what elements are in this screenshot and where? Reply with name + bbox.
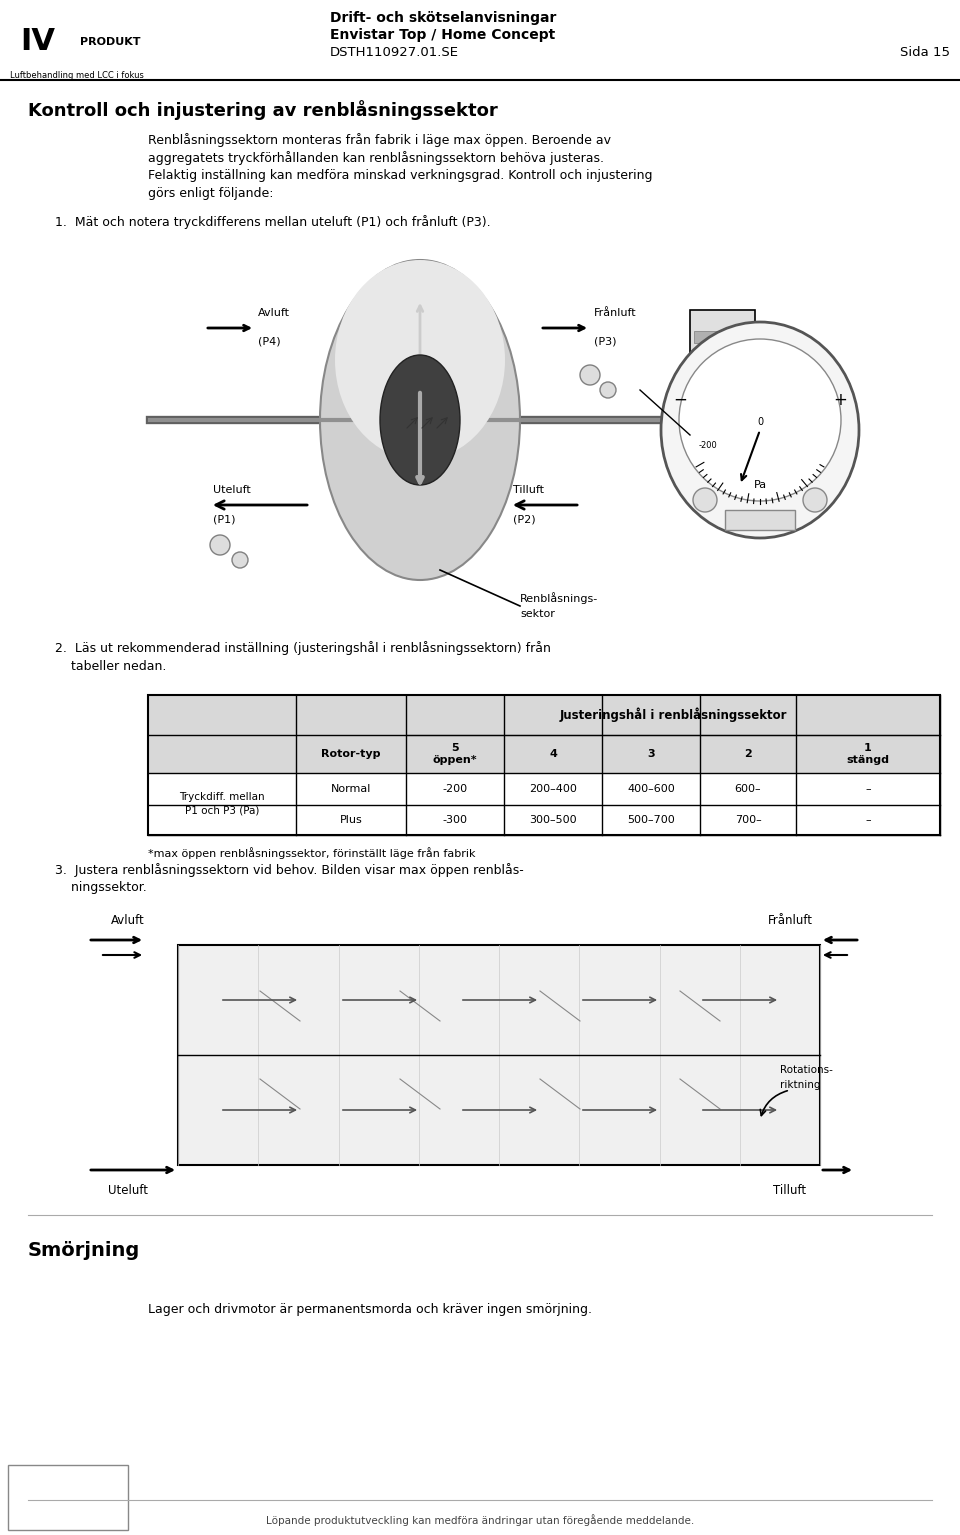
Text: spjäll: spjäll	[700, 471, 729, 480]
Text: Kontroll och injustering av renblåsningssektor: Kontroll och injustering av renblåsnings…	[28, 100, 497, 120]
Text: −: −	[673, 391, 687, 408]
Text: DSTH110927.01.SE: DSTH110927.01.SE	[330, 46, 459, 58]
Circle shape	[600, 382, 616, 398]
Text: 500–700: 500–700	[627, 815, 675, 824]
Text: –: –	[865, 815, 871, 824]
Text: 400–600: 400–600	[627, 784, 675, 794]
Ellipse shape	[380, 355, 460, 485]
Text: 3.  Justera renblåsningssektorn vid behov. Bilden visar max öppen renblås-: 3. Justera renblåsningssektorn vid behov…	[55, 863, 524, 876]
Text: Normal: Normal	[331, 784, 372, 794]
Bar	[725, 510, 795, 530]
Text: 5
öppen*: 5 öppen*	[433, 743, 477, 764]
Text: 300–500: 300–500	[529, 815, 577, 824]
Text: Renblåsningssektorn monteras från fabrik i läge max öppen. Beroende av: Renblåsningssektorn monteras från fabrik…	[148, 134, 611, 147]
Text: (P1): (P1)	[213, 516, 235, 525]
Text: Renblåsnings-: Renblåsnings-	[520, 593, 598, 603]
Bar	[694, 401, 751, 411]
Text: Uteluft: Uteluft	[108, 1183, 148, 1196]
Text: Smörjning: Smörjning	[28, 1240, 140, 1260]
Bar	[694, 424, 751, 434]
Text: Rotor-typ: Rotor-typ	[322, 749, 381, 758]
Text: (P2): (P2)	[513, 516, 536, 525]
Ellipse shape	[335, 259, 505, 460]
Text: 700–: 700–	[734, 815, 761, 824]
Text: Tilluft: Tilluft	[774, 1183, 806, 1196]
Text: Sida 15: Sida 15	[900, 46, 950, 58]
Text: Drift- och skötselanvisningar: Drift- och skötselanvisningar	[330, 11, 557, 25]
Bar	[8, 1464, 128, 1530]
Text: aggregatets tryckförhållanden kan renblåsningssektorn behöva justeras.: aggregatets tryckförhållanden kan renblå…	[148, 150, 604, 164]
Text: riktning: riktning	[780, 1081, 821, 1090]
Circle shape	[803, 488, 827, 513]
Bar	[694, 378, 751, 388]
Text: PRODUKT: PRODUKT	[80, 37, 140, 48]
Bar	[694, 355, 751, 365]
Text: Pa: Pa	[754, 480, 767, 490]
Ellipse shape	[679, 339, 841, 500]
Text: Frånluft: Frånluft	[767, 913, 812, 927]
Text: 0: 0	[756, 418, 763, 427]
Text: tabeller nedan.: tabeller nedan.	[55, 660, 166, 672]
Text: Envistar Top / Home Concept: Envistar Top / Home Concept	[330, 28, 555, 41]
Text: Löpande produktutveckling kan medföra ändringar utan föregående meddelande.: Löpande produktutveckling kan medföra än…	[266, 1514, 694, 1526]
Text: (P4): (P4)	[258, 336, 280, 345]
Text: 1.  Mät och notera tryckdifferens mellan uteluft (P1) och frånluft (P3).: 1. Mät och notera tryckdifferens mellan …	[55, 215, 491, 229]
Text: görs enligt följande:: görs enligt följande:	[148, 187, 274, 201]
Text: 200–400: 200–400	[529, 784, 577, 794]
Text: Lager och drivmotor är permanentsmorda och kräver ingen smörjning.: Lager och drivmotor är permanentsmorda o…	[148, 1303, 592, 1317]
Circle shape	[693, 488, 717, 513]
Text: 1
stängd: 1 stängd	[847, 743, 890, 764]
Text: -300: -300	[443, 815, 468, 824]
Text: +: +	[833, 391, 847, 408]
Ellipse shape	[661, 322, 859, 537]
Text: -200: -200	[443, 784, 468, 794]
Bar	[694, 332, 751, 342]
Bar	[690, 310, 755, 441]
Text: sektor: sektor	[520, 609, 555, 619]
Bar	[178, 946, 820, 1165]
Text: *max öppen renblåsningssektor, förinställt läge från fabrik: *max öppen renblåsningssektor, förinstäl…	[148, 847, 475, 860]
Circle shape	[580, 365, 600, 385]
Circle shape	[232, 553, 248, 568]
Text: Tilluft: Tilluft	[513, 485, 544, 494]
Text: Rotations-: Rotations-	[780, 1065, 833, 1074]
Text: (P3): (P3)	[594, 336, 616, 345]
Text: IV: IV	[20, 28, 56, 57]
Bar	[148, 695, 940, 774]
Circle shape	[210, 536, 230, 556]
Ellipse shape	[320, 259, 520, 580]
Text: Uteluft: Uteluft	[213, 485, 251, 494]
Text: Frånluft: Frånluft	[594, 309, 636, 318]
Text: 2.  Läs ut rekommenderad inställning (justeringshål i renblåsningssektorn) från: 2. Läs ut rekommenderad inställning (jus…	[55, 642, 551, 655]
Text: Justeringshål i renblåsningssektor: Justeringshål i renblåsningssektor	[560, 708, 787, 723]
Text: Felaktig inställning kan medföra minskad verkningsgrad. Kontroll och injustering: Felaktig inställning kan medföra minskad…	[148, 169, 653, 183]
Bar	[148, 695, 940, 835]
Text: Avluft: Avluft	[258, 309, 290, 318]
Text: –: –	[865, 784, 871, 794]
Text: Trim-: Trim-	[700, 454, 728, 465]
Text: Tryckdiff. mellan
P1 och P3 (Pa): Tryckdiff. mellan P1 och P3 (Pa)	[180, 792, 265, 815]
Text: Plus: Plus	[340, 815, 362, 824]
Text: 600–: 600–	[734, 784, 761, 794]
Text: 3: 3	[647, 749, 655, 758]
Text: 2: 2	[744, 749, 752, 758]
Text: Luftbehandling med LCC i fokus: Luftbehandling med LCC i fokus	[10, 72, 144, 80]
Text: -200: -200	[699, 441, 717, 450]
Text: 4: 4	[549, 749, 557, 758]
Text: Avluft: Avluft	[111, 913, 145, 927]
Text: ningssektor.: ningssektor.	[55, 881, 147, 895]
